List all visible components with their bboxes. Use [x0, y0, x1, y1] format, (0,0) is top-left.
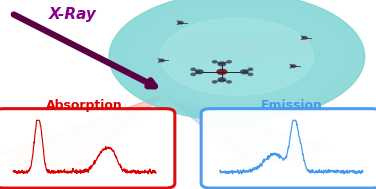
Ellipse shape: [239, 40, 314, 55]
Text: Absorption: Absorption: [46, 99, 123, 112]
Polygon shape: [0, 94, 164, 174]
Circle shape: [218, 62, 226, 66]
Circle shape: [227, 81, 231, 83]
Circle shape: [291, 65, 296, 67]
Circle shape: [196, 70, 203, 74]
FancyBboxPatch shape: [0, 109, 175, 188]
Circle shape: [241, 70, 248, 74]
Circle shape: [248, 73, 253, 75]
Circle shape: [218, 78, 226, 82]
Circle shape: [227, 61, 231, 63]
Text: Emission: Emission: [261, 99, 322, 112]
Circle shape: [178, 21, 183, 24]
Circle shape: [159, 59, 164, 62]
Ellipse shape: [231, 38, 269, 56]
Polygon shape: [164, 94, 331, 170]
Ellipse shape: [165, 37, 230, 58]
Circle shape: [109, 0, 365, 121]
Circle shape: [160, 18, 314, 95]
Circle shape: [128, 2, 346, 111]
Ellipse shape: [183, 35, 264, 60]
Circle shape: [217, 69, 227, 74]
Circle shape: [212, 81, 217, 83]
Text: X-Ray: X-Ray: [49, 7, 97, 22]
Circle shape: [191, 73, 196, 75]
Circle shape: [212, 61, 217, 63]
Circle shape: [191, 68, 196, 70]
Circle shape: [302, 36, 307, 39]
FancyBboxPatch shape: [201, 109, 376, 188]
Circle shape: [248, 68, 253, 70]
